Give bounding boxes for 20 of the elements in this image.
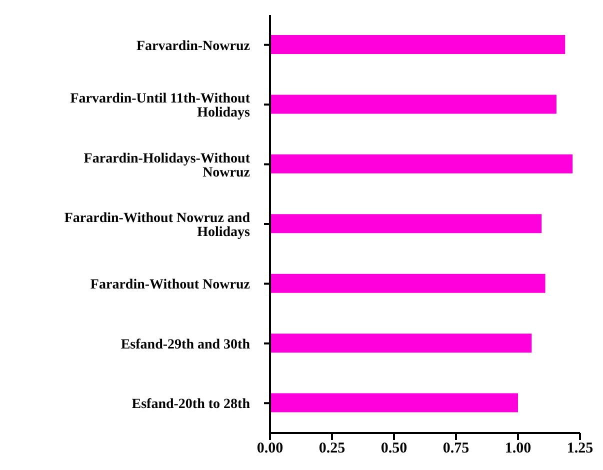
bar xyxy=(270,393,518,412)
x-tick-label: 0.00 xyxy=(256,440,284,457)
x-tick-label: 0.25 xyxy=(318,440,346,457)
x-tick-label: 0.50 xyxy=(380,440,408,457)
y-tick-label: Farvardin-Nowruz xyxy=(136,38,250,54)
bar xyxy=(270,154,573,174)
x-tick-label: 1.00 xyxy=(504,440,532,457)
bar xyxy=(270,334,532,353)
bar xyxy=(270,94,556,114)
y-tick-label: Esfand-20th to 28th xyxy=(132,397,250,412)
bar xyxy=(270,35,566,54)
y-tick-label: Farardin-Without Nowruz and Holidays xyxy=(64,210,251,240)
x-tick-label: 0.75 xyxy=(442,440,470,457)
x-tick-label: 1.25 xyxy=(566,440,594,457)
y-tick-label: Farardin-Without Nowruz xyxy=(90,278,250,293)
bar xyxy=(270,214,542,234)
y-tick-label: Farardin-Holidays-Without Nowruz xyxy=(84,151,250,180)
bar xyxy=(270,274,546,293)
y-tick-label: Farvardin-Until 11th-Without Holidays xyxy=(70,92,251,121)
y-tick-label: Esfand-29th and 30th xyxy=(120,337,250,352)
